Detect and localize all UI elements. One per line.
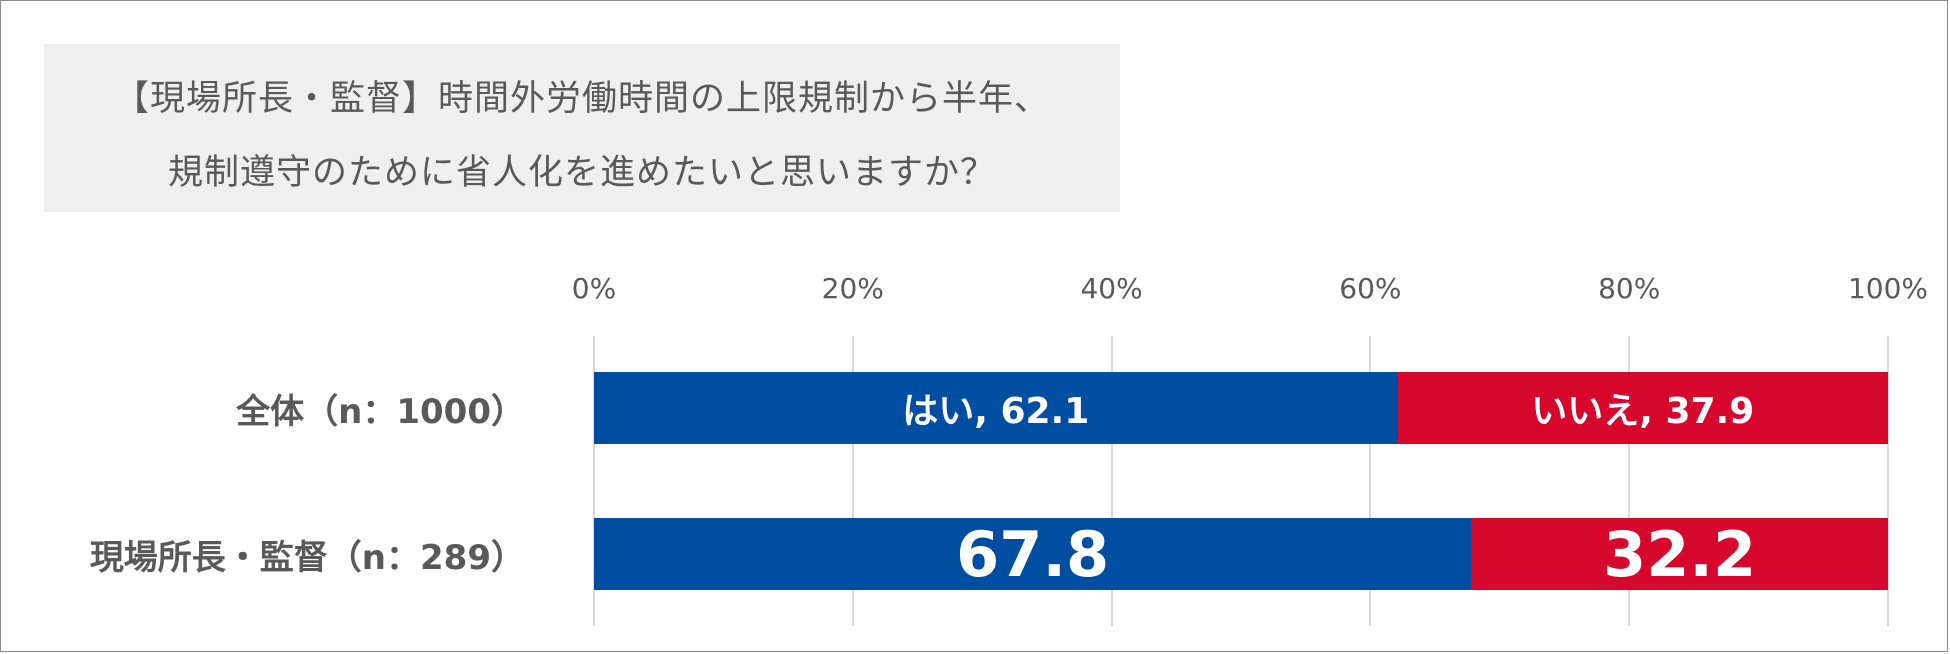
- x-tick-label: 80%: [1598, 272, 1661, 305]
- data-label: いいえ, 37.9: [1531, 391, 1755, 432]
- gridline: [593, 336, 595, 626]
- bar-segment-no: 32.2: [1471, 517, 1888, 591]
- x-tick-label: 60%: [1339, 272, 1402, 305]
- data-label: 67.8: [956, 517, 1110, 591]
- chart-title-box: 【現場所長・監督】時間外労働時間の上限規制から半年、 規制遵守のために省人化を進…: [44, 44, 1120, 212]
- x-tick-label: 20%: [821, 272, 884, 305]
- bar-segment-yes: はい, 62.1: [594, 372, 1398, 444]
- category-label: 現場所長・監督（n：289）: [89, 538, 525, 578]
- bar-segment-no: いいえ, 37.9: [1397, 372, 1888, 444]
- category-label: 全体（n：1000）: [236, 392, 525, 432]
- bar-segment-yes: 67.8: [594, 517, 1472, 591]
- x-tick-label: 100%: [1847, 272, 1929, 305]
- gridline: [851, 336, 854, 626]
- chart-title-line-1: 【現場所長・監督】時間外労働時間の上限規制から半年、: [113, 79, 1050, 119]
- data-label: 32.2: [1603, 517, 1757, 591]
- gridline: [1887, 336, 1889, 626]
- gridline: [1369, 336, 1372, 626]
- x-tick-label: 0%: [571, 272, 617, 305]
- x-tick-label: 40%: [1080, 272, 1143, 305]
- chart-title-line-2: 規制遵守のために省人化を進めたいと思いますか？: [167, 153, 996, 193]
- gridline: [1110, 336, 1113, 626]
- data-label: はい, 62.1: [902, 391, 1090, 432]
- gridline: [1628, 336, 1631, 626]
